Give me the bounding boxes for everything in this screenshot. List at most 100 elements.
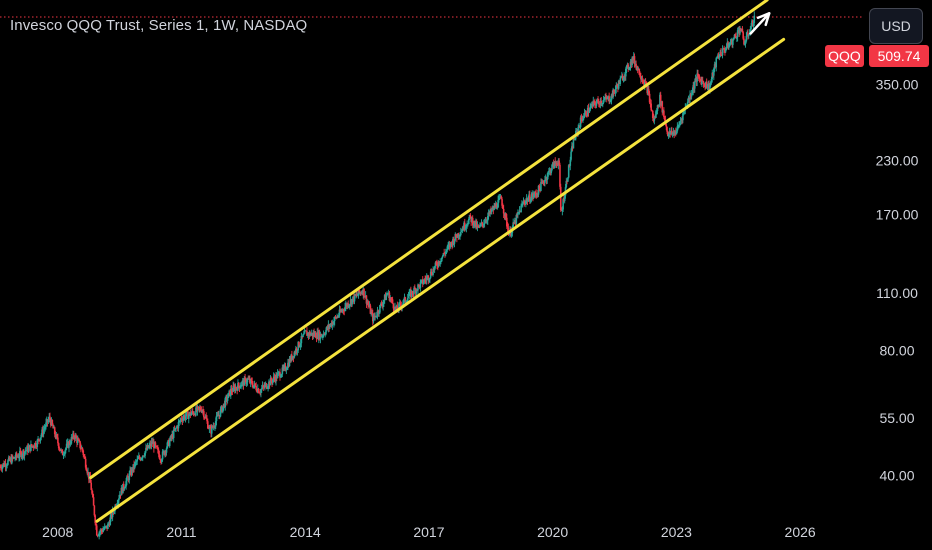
candle <box>554 157 557 167</box>
candle <box>266 384 269 390</box>
candle <box>156 445 158 450</box>
candle <box>77 437 80 441</box>
candle <box>572 136 575 149</box>
candle <box>689 90 691 104</box>
candle <box>144 451 146 459</box>
candle <box>42 425 45 438</box>
lower-channel-line[interactable] <box>95 37 786 523</box>
candle <box>293 350 296 359</box>
candle <box>379 304 381 314</box>
candle <box>510 232 513 238</box>
upper-channel-line[interactable] <box>89 0 769 480</box>
candle <box>529 190 531 204</box>
currency-button[interactable]: USD <box>869 8 923 44</box>
candle <box>260 388 262 398</box>
last-price-badge: 509.74 <box>869 45 929 67</box>
forecast-arrow[interactable] <box>749 12 771 35</box>
candle <box>628 67 631 71</box>
candle <box>305 330 307 332</box>
candle <box>414 284 416 290</box>
time-tick-label: 2011 <box>166 524 196 540</box>
candle <box>440 257 443 262</box>
candle <box>443 248 445 255</box>
candle <box>671 132 674 138</box>
candle <box>587 103 590 117</box>
price-tick-label: 55.00 <box>879 410 914 426</box>
candle <box>732 37 735 41</box>
candle <box>594 98 596 109</box>
candle <box>85 464 88 472</box>
candle <box>517 209 519 219</box>
candle <box>439 258 442 267</box>
candle <box>521 200 523 207</box>
candle <box>430 268 433 276</box>
candle <box>20 450 23 460</box>
candle <box>198 406 200 413</box>
candle <box>502 203 504 210</box>
candle <box>713 67 715 81</box>
price-tick-label: 230.00 <box>876 152 919 168</box>
candle <box>589 102 591 112</box>
candle <box>51 419 54 426</box>
candle <box>280 373 283 378</box>
candle <box>227 392 230 399</box>
candle <box>592 96 595 108</box>
candle <box>351 298 353 307</box>
candle <box>421 276 424 288</box>
candle <box>92 494 95 506</box>
candle <box>484 217 487 224</box>
candle <box>182 414 185 423</box>
candle <box>736 36 738 42</box>
candle <box>559 183 562 212</box>
candle <box>70 434 73 445</box>
candle <box>245 377 247 387</box>
candle <box>500 195 503 200</box>
candle <box>196 404 199 416</box>
candle <box>583 108 586 119</box>
candle <box>747 29 749 40</box>
candle <box>497 195 499 208</box>
candle <box>661 100 664 116</box>
candle <box>743 36 745 46</box>
candle <box>185 412 188 421</box>
candle <box>276 369 279 379</box>
candle <box>339 306 342 314</box>
candle <box>136 455 139 465</box>
candle <box>701 76 704 82</box>
candle <box>434 261 437 269</box>
time-tick-label: 2008 <box>42 524 73 540</box>
candle <box>62 451 65 460</box>
candle <box>172 426 175 443</box>
candle <box>423 278 426 285</box>
candle <box>222 406 224 414</box>
candle <box>602 95 605 105</box>
time-axis[interactable]: 2008 2011 2014 2017 2020 2023 2026 <box>42 524 816 540</box>
candle <box>296 350 299 356</box>
price-axis[interactable]: 350.00 230.00 170.00 110.00 80.00 55.00 40.00 <box>876 77 919 484</box>
candle <box>342 308 345 315</box>
candle <box>314 330 317 338</box>
drawing-layer[interactable] <box>0 0 862 523</box>
candle <box>517 212 520 214</box>
candle <box>432 266 434 277</box>
candle <box>676 122 679 133</box>
candle <box>39 437 42 444</box>
candle <box>565 177 568 189</box>
candle <box>43 424 46 434</box>
candle <box>281 364 284 378</box>
candle <box>201 409 204 414</box>
candle <box>261 381 264 390</box>
candle <box>154 441 157 449</box>
candle <box>555 161 558 169</box>
candle <box>392 303 395 313</box>
time-tick-label: 2017 <box>413 524 444 540</box>
candle <box>663 107 665 119</box>
candle <box>65 439 68 450</box>
candle <box>75 433 77 439</box>
candle <box>742 30 744 41</box>
candle <box>436 259 438 270</box>
candle <box>224 396 227 411</box>
candle <box>721 45 724 59</box>
candle <box>336 313 338 319</box>
